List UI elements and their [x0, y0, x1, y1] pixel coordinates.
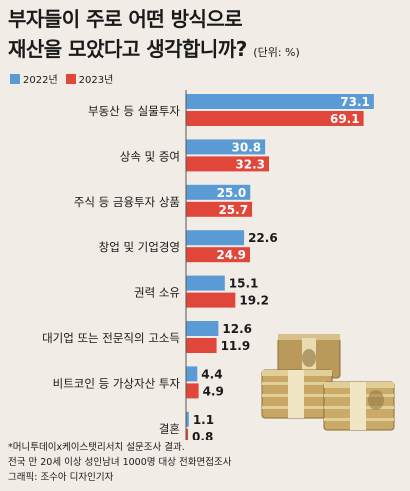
bar-2022년-0: [186, 94, 374, 109]
legend-swatch-2023: [65, 73, 76, 84]
bar-2023년-1: [186, 156, 270, 172]
cash-bundle-back: [277, 334, 341, 379]
legend-label-2023: 2023년: [78, 75, 114, 86]
bar-2023년-2: [186, 201, 253, 217]
chart-title: 부자들이 주로 어떤 방식으로: [8, 7, 243, 31]
data-label: 25.0: [217, 186, 247, 200]
data-label: 24.9: [216, 248, 246, 262]
data-label: 69.1: [330, 112, 360, 126]
data-label: 15.1: [229, 277, 259, 291]
bar-2023년-0: [186, 111, 364, 126]
data-label: 4.4: [201, 367, 222, 381]
category-label: 부동산 등 실물투자: [88, 104, 180, 118]
category-label: 결혼: [159, 422, 180, 436]
data-label: 4.9: [203, 384, 224, 398]
bar-2023년-3: [186, 247, 250, 263]
bar-2023년-5: [186, 338, 217, 353]
legend-swatch-2022: [10, 73, 20, 84]
bar-2022년-3: [186, 230, 245, 246]
data-label: 19.2: [239, 294, 269, 308]
bar-2022년-5: [186, 321, 219, 336]
category-label: 창업 및 기업경영: [99, 240, 180, 254]
legend-label-2022: 2022년: [23, 75, 58, 86]
data-label: 32.3: [235, 157, 265, 171]
credit-note: 그래픽: 조수아 디자인기자: [8, 472, 114, 483]
category-label: 주식 등 금융투자 상품: [74, 195, 180, 209]
data-label: 12.6: [222, 322, 252, 336]
chart-title-line2: 재산을 모았다고 생각합니까? (단위: %): [8, 36, 300, 66]
bar-2023년-4: [186, 292, 236, 308]
money-stack-illustration: [261, 334, 395, 431]
legend-item-2023: 2023년: [65, 71, 114, 86]
cash-bundle-left: [261, 369, 333, 419]
data-label: 11.9: [221, 339, 251, 353]
bar-chart: 부동산 등 실물투자 73.1 69.1 상속 및 증여 30.8 32.3 주식 등 금융…: [42, 90, 374, 440]
category-label: 대기업 또는 전문직의 고소득: [42, 331, 180, 345]
survey-note: 전국 만 20세 이상 성인남녀 1000명 대상 전화면접조사: [8, 457, 232, 468]
category-label: 비트코인 등 가상자산 투자: [53, 376, 181, 390]
chart-title-text: 재산을 모았다고 생각합니까?: [8, 37, 247, 61]
bar-2022년-1: [186, 139, 266, 155]
bar-2022년-7: [186, 411, 189, 427]
data-label: 0.8: [192, 430, 213, 440]
bar-2023년-6: [186, 383, 199, 399]
unit-label: (단위: %): [253, 46, 300, 59]
legend: 2022년 2023년: [10, 71, 113, 86]
footer-notes: *머니투데이x케이스탯리서치 설문조사 결과. 전국 만 20세 이상 성인남녀…: [8, 440, 231, 485]
legend-item-2022: 2022년: [10, 71, 58, 86]
cash-bundle-right: [323, 381, 395, 431]
data-label: 30.8: [232, 140, 262, 154]
data-label: 73.1: [340, 95, 370, 109]
data-label: 22.6: [248, 231, 278, 245]
source-note: *머니투데이x케이스탯리서치 설문조사 결과.: [8, 442, 185, 453]
bar-2022년-2: [186, 184, 251, 200]
category-label: 상속 및 증여: [120, 149, 180, 163]
category-label: 권력 소유: [134, 286, 180, 300]
bar-2022년-6: [186, 366, 198, 382]
data-label: 25.7: [218, 203, 248, 217]
bar-2023년-7: [186, 428, 189, 440]
bar-2022년-4: [186, 275, 225, 291]
data-label: 1.1: [193, 413, 214, 427]
